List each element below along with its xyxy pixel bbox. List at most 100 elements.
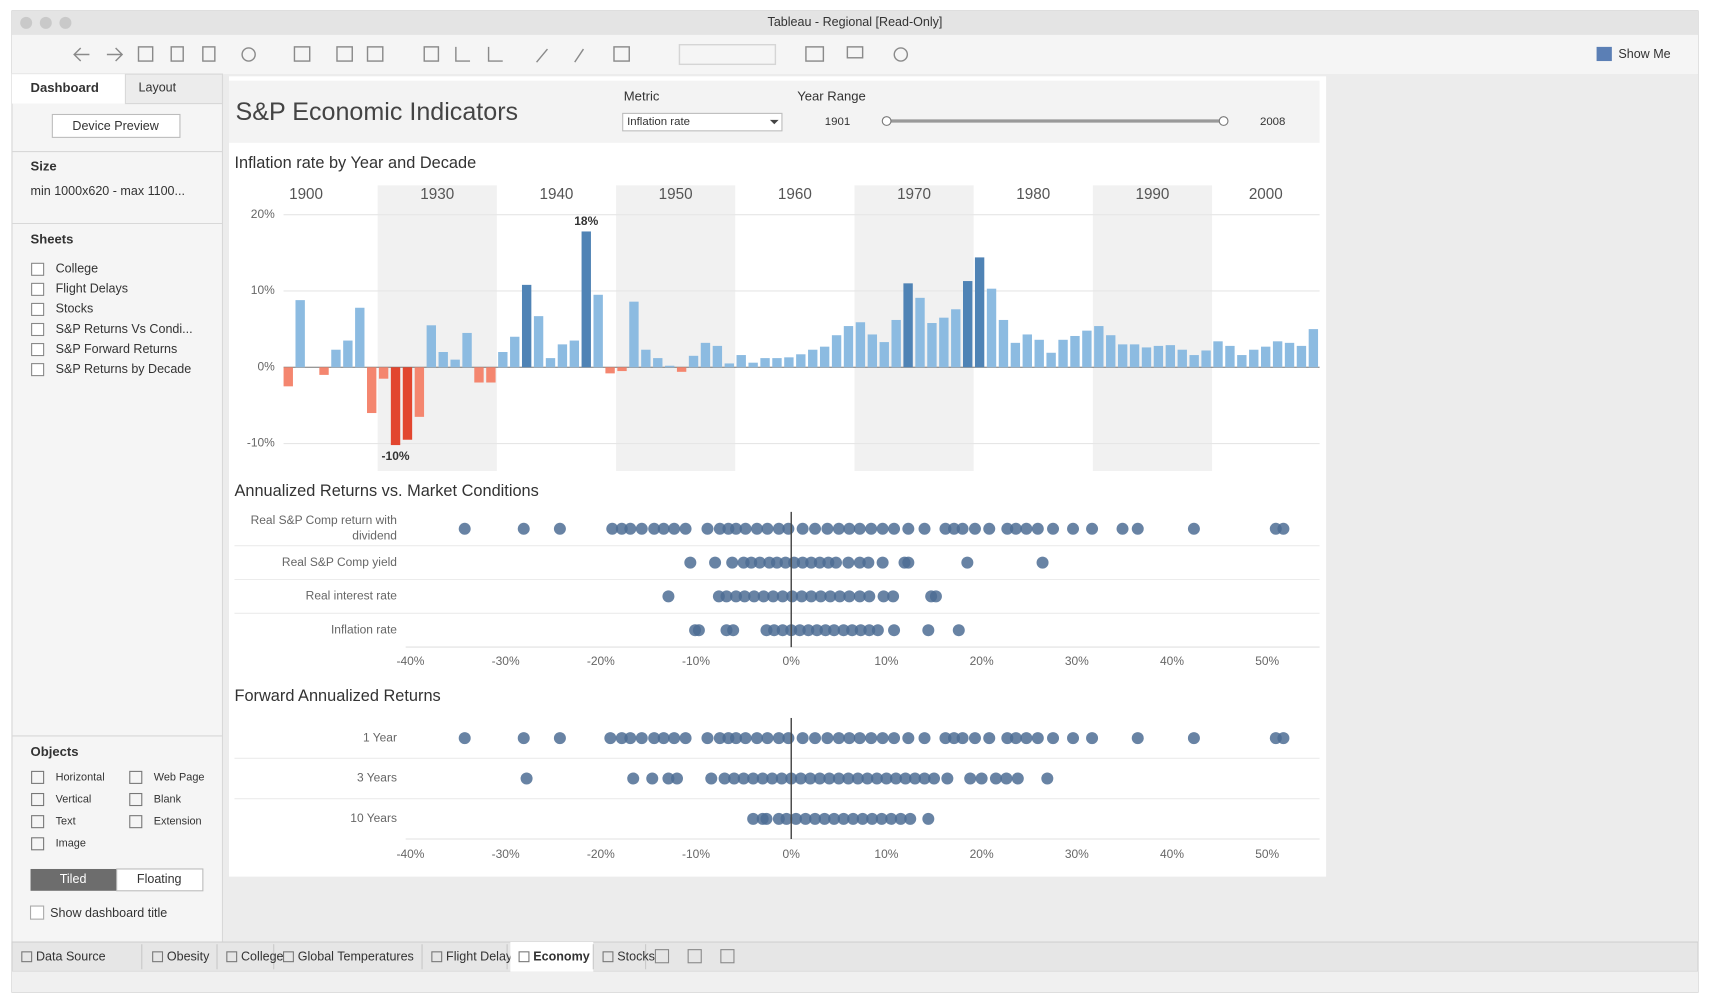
dot: [902, 556, 915, 569]
dropdown-arrow: [769, 119, 779, 125]
share-icon[interactable]: [893, 47, 909, 62]
swap-icon[interactable]: [423, 46, 440, 62]
sheet-tab[interactable]: Data Source: [36, 950, 106, 964]
minimize-button[interactable]: [39, 16, 52, 29]
floating-button[interactable]: [116, 868, 204, 892]
bar: [1272, 341, 1283, 368]
pause-icon[interactable]: [202, 46, 216, 62]
show-me-icon[interactable]: [1596, 46, 1612, 62]
object-item[interactable]: Text: [56, 816, 76, 828]
refresh-icon[interactable]: [241, 47, 256, 62]
show-me[interactable]: Show Me: [1618, 47, 1670, 61]
bar: [450, 359, 460, 368]
duplicate-icon[interactable]: [336, 46, 353, 62]
dot: [1009, 522, 1022, 535]
highlight-icons[interactable]: [536, 48, 585, 63]
device-preview[interactable]: Device Preview: [72, 119, 159, 133]
bar: [1070, 335, 1080, 368]
sheet-tab[interactable]: Stocks: [617, 950, 655, 964]
device-preview-button[interactable]: [51, 113, 181, 138]
size-value[interactable]: min 1000x620 - max 1100...: [31, 184, 185, 198]
object-item[interactable]: Horizontal: [56, 771, 105, 783]
sheet-item[interactable]: S&P Returns by Decade: [56, 362, 192, 376]
object-item[interactable]: Web Page: [154, 771, 205, 783]
new-sheet-icon[interactable]: [293, 46, 311, 62]
object-item[interactable]: Image: [56, 838, 86, 850]
object-icon: [31, 770, 45, 784]
dot: [662, 772, 675, 785]
object-item[interactable]: Blank: [154, 793, 182, 805]
sheet-item[interactable]: S&P Returns Vs Condi...: [56, 322, 193, 336]
bar: [1094, 326, 1104, 368]
dot: [635, 522, 648, 535]
tab-icon: [152, 951, 164, 963]
dot: [720, 590, 733, 603]
mode[interactable]: Floating: [137, 872, 182, 886]
dot: [767, 590, 780, 603]
x-tick-label: 20%: [970, 847, 994, 861]
metric-value[interactable]: Inflation rate: [627, 116, 690, 128]
decade-band: [1092, 185, 1213, 472]
x-tick-label: -30%: [492, 847, 520, 861]
year-range-label: Year Range: [797, 88, 866, 103]
zoom-button[interactable]: [59, 16, 72, 29]
new-dashboard-tab[interactable]: [687, 949, 702, 964]
slider-handle[interactable]: [1218, 116, 1229, 126]
mode[interactable]: Tiled: [60, 872, 87, 886]
tiled-button[interactable]: [30, 868, 117, 891]
bar: [498, 352, 508, 368]
bar: [748, 362, 758, 368]
close-button[interactable]: [20, 16, 33, 29]
show-title[interactable]: Show dashboard title: [50, 906, 167, 920]
object-item[interactable]: Extension: [154, 816, 202, 828]
show-cards-icon[interactable]: [805, 46, 825, 62]
new-sheet-tab[interactable]: [654, 949, 670, 964]
dot: [948, 522, 961, 535]
save-icon[interactable]: [137, 46, 154, 62]
dot: [648, 522, 661, 535]
bar: [808, 349, 818, 368]
sheet-item[interactable]: S&P Forward Returns: [56, 342, 178, 356]
sheet-tab[interactable]: Economy: [533, 950, 589, 964]
sort-icons[interactable]: [455, 46, 503, 62]
dot: [948, 732, 961, 745]
sheets-heading: Sheets: [31, 231, 74, 246]
label-icon[interactable]: [613, 46, 630, 62]
sheet-item[interactable]: College: [56, 262, 99, 276]
dot: [794, 772, 807, 785]
sidebar-tab[interactable]: Dashboard: [31, 80, 99, 95]
sidebar-tab[interactable]: Layout: [139, 81, 177, 95]
sheet-item[interactable]: Flight Delays: [56, 282, 128, 296]
clear-icon[interactable]: [366, 46, 384, 62]
dot: [730, 732, 743, 745]
dot: [1047, 522, 1060, 535]
dot: [877, 590, 890, 603]
new-story-tab[interactable]: [720, 949, 735, 964]
bar: [963, 281, 973, 368]
sheet-tab[interactable]: College: [241, 950, 284, 964]
nav-arrows[interactable]: [73, 47, 124, 62]
dot: [1047, 732, 1060, 745]
dot: [837, 624, 850, 637]
dot: [902, 732, 915, 745]
new-source-icon[interactable]: [170, 46, 184, 62]
row-label: Real S&P Comp yield: [282, 555, 397, 569]
presentation-icon[interactable]: [846, 46, 864, 59]
dot: [692, 624, 705, 637]
metric-dropdown[interactable]: [622, 112, 783, 132]
sheet-tab[interactable]: Flight Delays: [446, 950, 518, 964]
bar: [1260, 346, 1271, 368]
sheet-tab[interactable]: Obesity: [167, 950, 210, 964]
sheet-item[interactable]: Stocks: [56, 302, 94, 316]
slider-handle[interactable]: [881, 116, 892, 126]
sheet-tab[interactable]: Global Temperatures: [298, 950, 414, 964]
object-item[interactable]: Vertical: [56, 793, 92, 805]
row-label: Inflation rate: [331, 622, 397, 636]
dot: [624, 522, 637, 535]
sheet-icon: [31, 262, 45, 276]
fit-dropdown[interactable]: [678, 43, 777, 66]
y-tick-label: -10%: [247, 436, 275, 450]
checkbox[interactable]: [29, 905, 45, 920]
decade-label: 1990: [1135, 186, 1169, 203]
status-bar: [11, 971, 1699, 993]
